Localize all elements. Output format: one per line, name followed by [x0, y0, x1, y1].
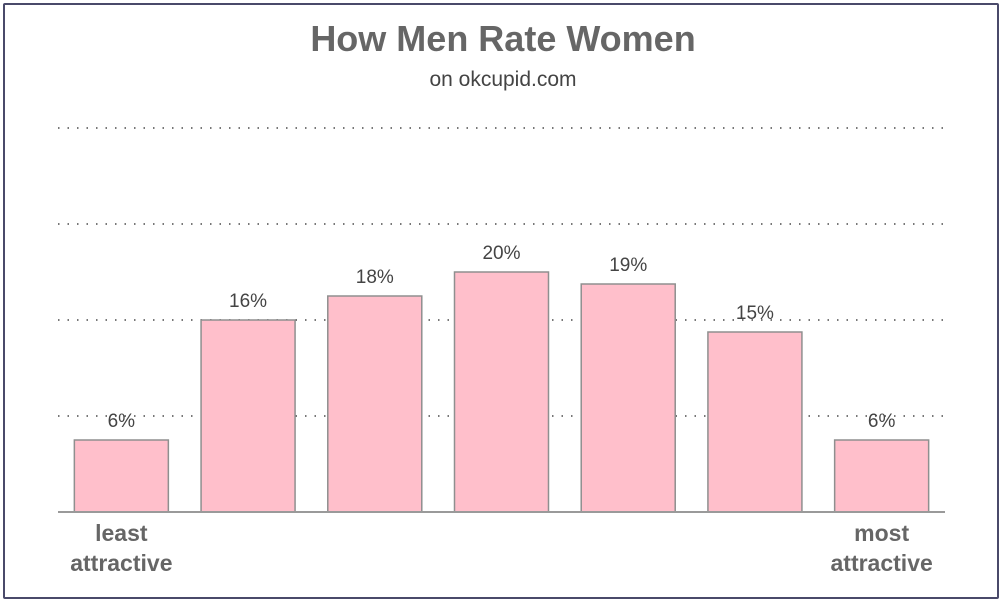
bar-value-label: 6%: [868, 411, 896, 432]
bar-value-label: 20%: [482, 243, 520, 264]
bar-value-label: 15%: [736, 303, 774, 324]
bar: [73, 439, 170, 513]
bar: [580, 283, 676, 513]
bar: [327, 295, 423, 513]
bar: [833, 439, 930, 513]
x-label-right-line2: attractive: [830, 550, 933, 576]
x-label-left-line2: attractive: [70, 550, 173, 576]
chart-title: How Men Rate Women: [310, 18, 696, 59]
chart-subtitle: on okcupid.com: [429, 68, 577, 91]
bar: [200, 319, 296, 513]
bars: [73, 271, 930, 513]
x-label-right-line1: most: [854, 520, 910, 546]
data-labels: 6% 16% 18% 20% 19% 15% 6%: [108, 243, 896, 432]
bar: [453, 271, 550, 513]
bar-value-label: 6%: [108, 411, 136, 432]
x-label-least-attractive: least attractive: [41, 518, 201, 578]
bar-value-label: 18%: [356, 267, 394, 288]
bar: [707, 331, 803, 513]
x-label-most-attractive: most attractive: [802, 518, 962, 578]
bar-value-label: 19%: [609, 255, 647, 276]
bar-value-label: 16%: [229, 291, 267, 312]
x-label-left-line1: least: [95, 520, 148, 546]
